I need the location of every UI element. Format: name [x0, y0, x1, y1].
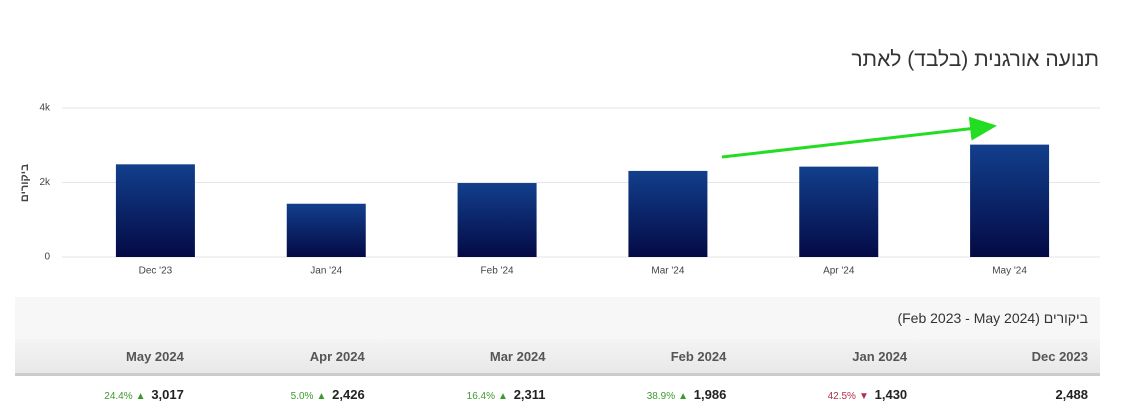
- trend-icon: ▲: [316, 391, 329, 402]
- cell-value: 2,311: [514, 387, 546, 402]
- cell-value: 1,430: [875, 387, 908, 402]
- cell-value: 3,017: [151, 387, 184, 402]
- table-cell: 2,426 ▲5.0%: [196, 375, 377, 412]
- bar: [458, 183, 537, 257]
- column-header: Mar 2024: [377, 339, 558, 375]
- table-caption: ביקורים (Feb 2023 - May 2024): [15, 297, 1100, 339]
- x-tick-label: Mar '24: [651, 266, 684, 277]
- table-cell: 2,488: [919, 375, 1100, 412]
- bar: [970, 145, 1049, 257]
- column-header: Apr 2024: [196, 339, 377, 375]
- cell-change: 24.4%: [104, 391, 132, 402]
- table-cell: 3,017 ▲ 24.4%: [15, 375, 196, 412]
- cell-value: 2,426: [332, 387, 365, 402]
- x-tick-label: Jan '24: [310, 266, 342, 277]
- y-tick-label: 0: [44, 252, 50, 263]
- y-tick-label: 4k: [39, 103, 51, 114]
- table-cell: 2,311 ▲16.4%: [377, 375, 558, 412]
- column-header: Feb 2024: [558, 339, 739, 375]
- x-tick-label: Dec '23: [139, 266, 173, 277]
- cell-change: 42.5%: [828, 391, 856, 402]
- cell-change: 38.9%: [647, 391, 675, 402]
- bar: [799, 167, 878, 257]
- table-cell: 1,986 ▲38.9%: [558, 375, 739, 412]
- cell-value: 1,986: [694, 387, 727, 402]
- x-tick-label: Feb '24: [481, 266, 514, 277]
- column-header: Jan 2024: [738, 339, 919, 375]
- chart-title: תנועה אורגנית (בלבד) לאתר: [851, 48, 1099, 72]
- trend-icon: ▲: [498, 391, 511, 402]
- annotation-arrow: [722, 126, 994, 157]
- trend-icon: ▲: [678, 391, 691, 402]
- cell-change: 5.0%: [291, 391, 314, 402]
- column-header: Dec 2023: [919, 339, 1100, 375]
- x-tick-label: May '24: [992, 266, 1027, 277]
- y-tick-label: 2k: [39, 177, 51, 188]
- column-header: May 2024: [15, 339, 196, 375]
- trend-icon: ▼: [859, 391, 872, 402]
- bar: [287, 204, 366, 257]
- table-cell: 1,430 ▼42.5%: [738, 375, 919, 412]
- y-axis-label: ביקורים: [19, 164, 31, 202]
- cell-value: 2,488: [1055, 387, 1088, 402]
- trend-icon: ▲: [136, 391, 149, 402]
- bar: [116, 164, 195, 257]
- chart: ביקורים 0 2k 4k Dec '23 Jan '24 Feb '24 Mar '2…: [0, 0, 1121, 297]
- bar: [628, 171, 707, 257]
- cell-change: 16.4%: [467, 391, 495, 402]
- x-tick-label: Apr '24: [823, 266, 855, 277]
